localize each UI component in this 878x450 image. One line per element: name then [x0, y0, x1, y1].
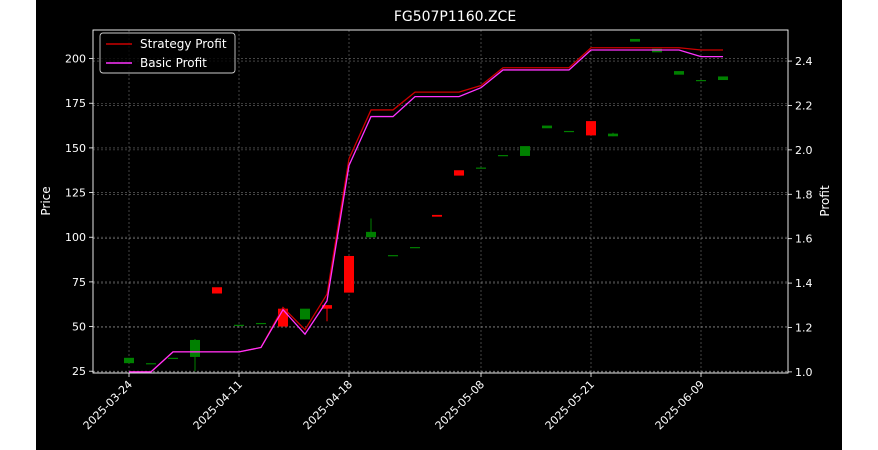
- y-tick-label-right: 2.4: [795, 55, 813, 68]
- y-tick-label-left: 25: [72, 365, 86, 378]
- x-tick-label: 2025-06-09: [653, 378, 707, 432]
- basic-profit-line: [129, 49, 723, 373]
- y-tick-label-left: 125: [65, 187, 86, 200]
- x-tick-label: 2025-04-11: [191, 378, 245, 432]
- x-tick-label: 2025-05-21: [543, 378, 597, 432]
- candle-body: [322, 305, 332, 309]
- candle-body: [410, 247, 420, 249]
- profit-lines: [129, 47, 723, 373]
- candles: [124, 38, 728, 372]
- left-axis: 25 50 75 100 125 150 175 200: [65, 53, 93, 378]
- candle-body: [168, 357, 178, 360]
- candle-body: [146, 363, 156, 365]
- candle-body: [234, 324, 244, 326]
- y-tick-label-left: 175: [65, 97, 86, 110]
- candle-body: [696, 80, 706, 82]
- candle-body: [344, 255, 354, 293]
- candle-body: [542, 125, 552, 129]
- candle-body: [388, 255, 398, 257]
- candle-body: [278, 308, 288, 327]
- x-tick-label: 2025-04-18: [301, 378, 355, 432]
- chart-area: FG507P1160.ZCE 25 50 75 100 125 150 175 200 1.0…: [36, 0, 842, 450]
- right-axis: 1.0 1.2 1.4 1.6 1.8 2.0 2.2 2.4: [788, 55, 813, 379]
- y-tick-label-right: 1.4: [795, 277, 813, 290]
- y-tick-label-left: 100: [65, 231, 86, 244]
- candle-body: [476, 167, 486, 169]
- candle-body: [300, 308, 310, 320]
- y-tick-label-right: 2.0: [795, 144, 813, 157]
- candle-body: [520, 146, 530, 156]
- candle-body: [432, 214, 442, 217]
- candle-body: [366, 231, 376, 238]
- y-tick-label-right: 1.6: [795, 233, 813, 246]
- y-tick-label-right: 1.8: [795, 188, 813, 201]
- candle-body: [454, 170, 464, 176]
- x-tick-label: 2025-05-08: [433, 378, 487, 432]
- candle-body: [718, 76, 728, 81]
- y-tick-label-right: 1.0: [795, 366, 813, 379]
- y-tick-label-left: 75: [72, 276, 86, 289]
- candle-body: [212, 287, 222, 294]
- legend: Strategy Profit Basic Profit: [99, 32, 236, 74]
- x-tick-label: 2025-03-24: [81, 378, 135, 432]
- y-tick-label-right: 1.2: [795, 321, 813, 334]
- legend-box: [99, 32, 236, 74]
- plot-frame: [92, 29, 789, 374]
- candle-body: [564, 130, 574, 133]
- y-tick-label-left: 50: [72, 321, 86, 334]
- chart-title: FG507P1160.ZCE: [394, 9, 516, 25]
- candle-body: [630, 38, 640, 42]
- y-tick-label-left: 150: [65, 142, 86, 155]
- y-axis-label-left: Price: [39, 186, 53, 215]
- legend-label-basic-profit: Basic Profit: [140, 56, 207, 70]
- y-tick-label-right: 2.2: [795, 99, 813, 112]
- candle-body: [608, 133, 618, 137]
- candlestick-profit-chart: FG507P1160.ZCE 25 50 75 100 125 150 175 200 1.0…: [39, 9, 832, 432]
- y-axis-label-right: Profit: [818, 185, 832, 217]
- candle-body: [586, 121, 596, 136]
- candle-body: [498, 155, 508, 157]
- candle-body: [124, 357, 134, 364]
- x-axis: 2025-03-24 2025-04-11 2025-04-18 2025-05-08…: [81, 373, 707, 432]
- legend-label-strategy-profit: Strategy Profit: [140, 37, 227, 51]
- y-tick-label-left: 200: [65, 53, 86, 66]
- candle-body: [674, 71, 684, 75]
- candle-body: [256, 322, 266, 325]
- candle-body: [190, 339, 200, 357]
- grid: [93, 30, 788, 373]
